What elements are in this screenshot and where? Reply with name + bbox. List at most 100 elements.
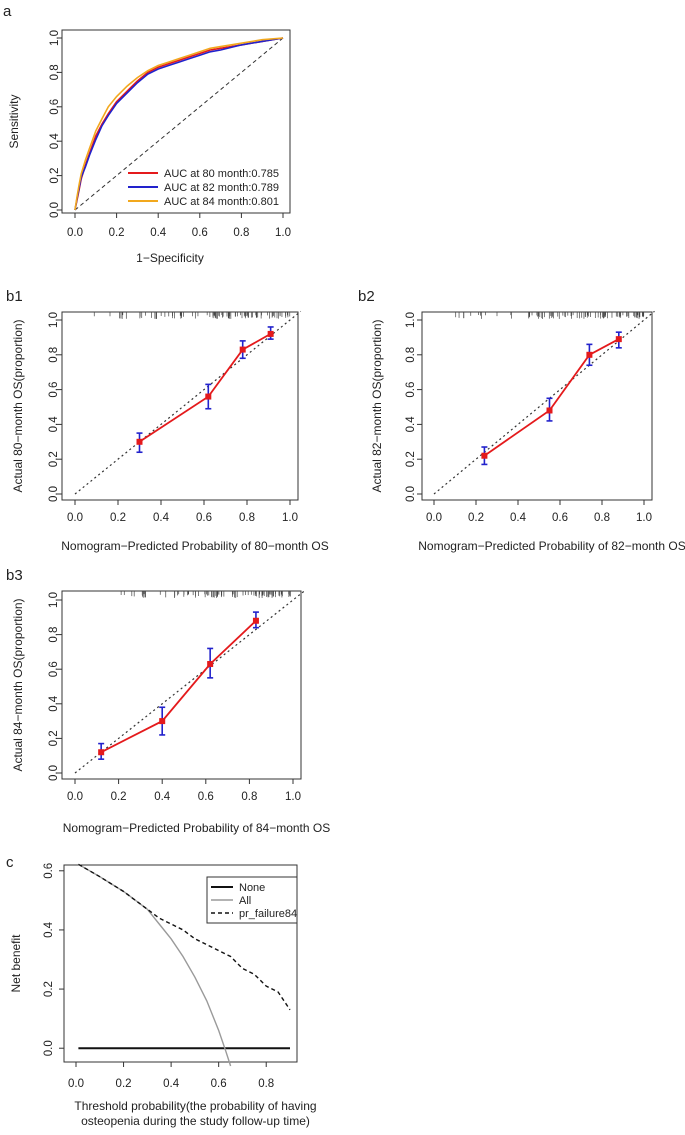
b1-x-tick-label: 0.2 <box>110 512 126 524</box>
panel-a-letter: a <box>3 3 12 20</box>
b1-plot-frame <box>61 311 299 501</box>
a-legend-label-3: AUC at 84 month:0.801 <box>164 196 279 208</box>
b3-calibration-point <box>252 617 259 624</box>
a-x-tick-label: 0.6 <box>192 227 208 239</box>
b3-x-tick-label: 0.2 <box>111 791 127 803</box>
panel-b3-letter: b3 <box>6 567 23 584</box>
c-legend-label-2: All <box>239 895 251 907</box>
b3-calibration-line <box>100 620 257 754</box>
a-y-tick-label: 1.0 <box>49 30 61 46</box>
b2-calibration-point <box>586 351 593 358</box>
b1-calibration-point <box>239 346 246 353</box>
chart-b2-calibration: 0.0 0.2 0.4 0.6 0.8 1.0 0.0 0.2 0.4 0.6 0.8 1.0 Nomo… <box>370 310 685 553</box>
b3-ideal-diagonal <box>74 590 305 774</box>
b1-y-tick-label: 0.6 <box>48 382 60 398</box>
b1-y-tick-label: 0.4 <box>48 416 60 433</box>
b3-y-tick-label: 0.6 <box>48 661 60 677</box>
a-x-axis-title: 1−Specificity <box>136 251 204 265</box>
a-x-tick-label: 0.0 <box>67 227 83 239</box>
b3-y-tick-label: 0.2 <box>48 730 60 746</box>
b2-y-tick-label: 0.0 <box>405 486 417 502</box>
b2-y-tick-label: 0.6 <box>405 382 417 398</box>
b2-x-tick-label: 0.0 <box>426 512 442 524</box>
c-y-tick-label: 0.6 <box>43 863 55 879</box>
c-x-tick-label: 0.2 <box>116 1078 132 1090</box>
a-reference-diagonal <box>74 37 284 211</box>
c-legend-label-1: None <box>239 882 265 894</box>
c-x-axis-title: Threshold probability(the probability of… <box>74 1099 316 1113</box>
a-x-tick-label: 0.8 <box>233 227 249 239</box>
chart-a-roc: 0.0 0.2 0.4 0.6 0.8 1.0 0.0 0.2 0.4 0.6 0.8 1.0 1−Sp… <box>7 29 291 265</box>
a-y-tick-label: 0.4 <box>49 133 61 150</box>
a-legend-label-1: AUC at 80 month:0.785 <box>164 168 279 180</box>
b1-y-axis-title: Actual 80−month OS(proportion) <box>11 319 25 492</box>
a-roc-curve-2 <box>74 37 284 211</box>
panel-b2-letter: b2 <box>358 288 375 305</box>
a-y-tick-label: 0.8 <box>49 64 61 80</box>
a-y-tick-label: 0.0 <box>49 202 61 218</box>
b3-calibration-point <box>98 749 105 756</box>
b3-plot-frame <box>61 590 302 780</box>
c-x-tick-label: 0.0 <box>68 1078 84 1090</box>
b3-y-tick-label: 0.4 <box>48 695 60 712</box>
a-y-tick-label: 0.6 <box>49 99 61 115</box>
b3-y-tick-label: 1.0 <box>48 592 60 608</box>
b3-x-tick-label: 0.4 <box>154 791 171 803</box>
b2-x-tick-label: 0.4 <box>510 512 527 524</box>
c-x-axis-title-line2: osteopenia during the study follow-up ti… <box>81 1114 310 1128</box>
b3-x-tick-label: 0.0 <box>67 791 83 803</box>
b2-x-tick-label: 1.0 <box>636 512 652 524</box>
b1-calibration-line <box>139 333 272 443</box>
a-x-tick-label: 0.2 <box>109 227 125 239</box>
b3-calibration-point <box>207 661 214 668</box>
chart-b1-calibration: 0.0 0.2 0.4 0.6 0.8 1.0 0.0 0.2 0.4 0.6 0.8 1.0 Nomo… <box>11 310 329 553</box>
b1-y-tick-label: 0.8 <box>48 347 60 363</box>
b3-x-tick-label: 1.0 <box>285 791 301 803</box>
b1-x-tick-label: 0.0 <box>67 512 83 524</box>
b3-y-tick-label: 0.8 <box>48 627 60 643</box>
b1-ideal-diagonal <box>74 310 302 495</box>
b2-x-tick-label: 0.2 <box>468 512 484 524</box>
b3-y-axis-title: Actual 84−month OS(proportion) <box>11 598 25 771</box>
b1-x-tick-label: 0.8 <box>239 512 255 524</box>
c-legend-label-3: pr_failure84 <box>239 908 297 920</box>
b2-calibration-point <box>481 452 488 459</box>
b2-y-tick-label: 0.2 <box>405 451 417 467</box>
b1-calibration-point <box>136 438 143 445</box>
c-y-tick-label: 0.0 <box>43 1040 55 1056</box>
c-x-tick-label: 0.6 <box>211 1078 227 1090</box>
a-roc-curve-3 <box>74 37 284 211</box>
a-y-axis-title: Sensitivity <box>7 94 21 148</box>
c-y-tick-label: 0.4 <box>43 921 55 938</box>
b3-y-tick-label: 0.0 <box>48 765 60 781</box>
a-legend-label-2: AUC at 82 month:0.789 <box>164 182 279 194</box>
b2-x-tick-label: 0.6 <box>552 512 568 524</box>
b2-y-axis-title: Actual 82−month OS(proportion) <box>370 319 384 492</box>
b2-calibration-point <box>546 407 553 414</box>
b2-y-tick-label: 1.0 <box>405 312 417 328</box>
a-x-tick-label: 0.4 <box>150 227 167 239</box>
c-y-tick-label: 0.2 <box>43 981 55 997</box>
c-x-tick-label: 0.8 <box>258 1078 274 1090</box>
b1-x-tick-label: 0.4 <box>153 512 170 524</box>
a-x-tick-label: 1.0 <box>275 227 291 239</box>
b1-y-tick-label: 1.0 <box>48 312 60 328</box>
chart-c-decision-curve: 0.0 0.2 0.4 0.6 0.8 0.0 0.2 0.4 0.6 Threshold pro… <box>9 863 317 1128</box>
b2-x-axis-title: Nomogram−Predicted Probability of 82−mon… <box>418 539 685 553</box>
b3-x-tick-label: 0.8 <box>241 791 257 803</box>
panel-c-letter: c <box>6 854 14 871</box>
c-y-axis-title: Net benefit <box>9 934 23 993</box>
b1-x-axis-title: Nomogram−Predicted Probability of 80−mon… <box>61 539 328 553</box>
b3-calibration-point <box>159 718 166 725</box>
c-curve-all <box>78 863 232 1067</box>
b2-y-tick-label: 0.8 <box>405 347 417 363</box>
b2-calibration-line <box>483 338 620 457</box>
c-x-tick-label: 0.4 <box>163 1078 180 1090</box>
a-y-tick-label: 0.2 <box>49 168 61 184</box>
b2-y-tick-label: 0.4 <box>405 416 417 433</box>
b1-x-tick-label: 1.0 <box>282 512 298 524</box>
b1-y-tick-label: 0.2 <box>48 451 60 467</box>
b1-x-tick-label: 0.6 <box>196 512 212 524</box>
b1-y-tick-label: 0.0 <box>48 486 60 502</box>
